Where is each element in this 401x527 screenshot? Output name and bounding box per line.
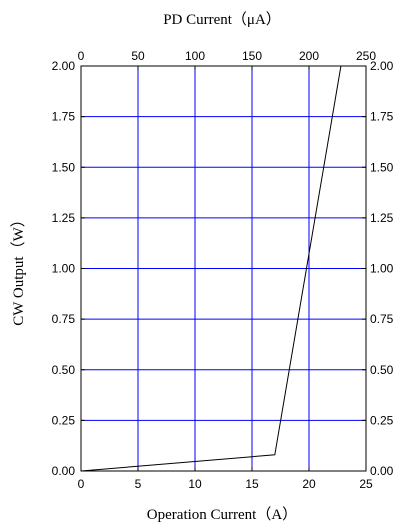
y2-tick-label: 1.75 xyxy=(370,110,394,124)
x-tick-label: 15 xyxy=(245,477,259,491)
y-tick-label: 1.75 xyxy=(52,110,76,124)
y-tick-label: 1.00 xyxy=(52,262,76,276)
x2-tick-label: 100 xyxy=(185,49,205,63)
x2-tick-labels: 0 50 100 150 200 250 xyxy=(78,49,377,63)
y-axis-title: CW Output（W） xyxy=(10,212,27,325)
x-tick-labels: 0 5 10 15 20 25 xyxy=(78,477,373,491)
x-tick-label: 5 xyxy=(135,477,142,491)
x2-tick-label: 250 xyxy=(356,49,376,63)
y2-tick-label: 0.25 xyxy=(370,413,394,427)
grid xyxy=(81,66,366,471)
x-axis-title: Operation Current（A） xyxy=(147,506,297,523)
y2-tick-label: 2.00 xyxy=(370,59,394,73)
y-tick-label: 1.50 xyxy=(52,160,76,174)
y2-tick-labels: 0.00 0.25 0.50 0.75 1.00 1.25 1.50 1.75 2.00 xyxy=(370,59,394,478)
x-tick-label: 10 xyxy=(188,477,202,491)
y-tick-label: 0.50 xyxy=(52,363,76,377)
y2-tick-label: 0.00 xyxy=(370,464,394,478)
x2-tick-label: 150 xyxy=(242,49,262,63)
x2-tick-label: 50 xyxy=(131,49,145,63)
x-tick-label: 20 xyxy=(302,477,316,491)
y-tick-labels: 0.00 0.25 0.50 0.75 1.00 1.25 1.50 1.75 2.00 xyxy=(52,59,76,478)
x2-tick-label: 0 xyxy=(78,49,85,63)
y2-tick-label: 0.75 xyxy=(370,312,394,326)
y2-tick-label: 0.50 xyxy=(370,363,394,377)
y-tick-label: 0.75 xyxy=(52,312,76,326)
x2-tick-label: 200 xyxy=(299,49,319,63)
y-tick-label: 0.00 xyxy=(52,464,76,478)
y2-tick-label: 1.25 xyxy=(370,211,394,225)
y-tick-label: 1.25 xyxy=(52,211,76,225)
y2-tick-label: 1.00 xyxy=(370,262,394,276)
y-tick-label: 2.00 xyxy=(52,59,76,73)
x-tick-label: 25 xyxy=(359,477,373,491)
x2-axis-title: PD Current（μA） xyxy=(163,11,281,28)
series-line xyxy=(80,65,342,472)
y2-tick-label: 1.50 xyxy=(370,160,394,174)
y-tick-label: 0.25 xyxy=(52,413,76,427)
x-tick-label: 0 xyxy=(78,477,85,491)
